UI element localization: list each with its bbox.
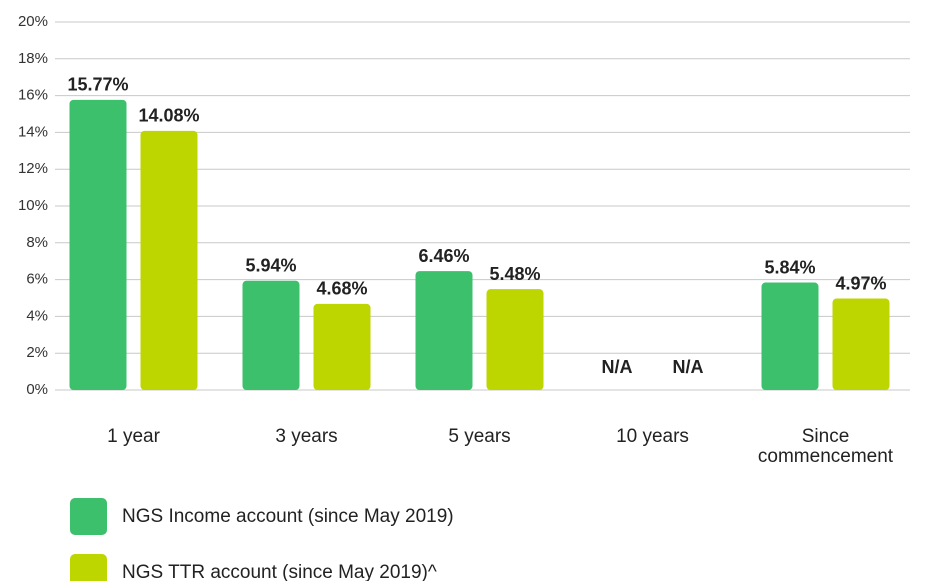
y-tick-label: 8% bbox=[26, 234, 48, 251]
legend-label: NGS Income account (since May 2019) bbox=[122, 506, 454, 527]
x-tick-label: 1 year bbox=[107, 426, 160, 447]
data-label: N/A bbox=[602, 357, 633, 377]
bar bbox=[313, 303, 371, 390]
data-label: 4.97% bbox=[835, 273, 886, 293]
data-label: 4.68% bbox=[316, 279, 367, 299]
y-tick-label: 16% bbox=[18, 87, 48, 104]
data-label: 5.84% bbox=[764, 257, 815, 277]
data-label: 15.77% bbox=[67, 75, 128, 95]
legend-swatch bbox=[70, 498, 107, 535]
bar bbox=[761, 282, 819, 390]
legend-swatch bbox=[70, 554, 107, 581]
bar bbox=[242, 280, 300, 390]
y-tick-label: 10% bbox=[18, 197, 48, 214]
y-tick-label: 18% bbox=[18, 50, 48, 67]
data-label: 6.46% bbox=[418, 246, 469, 266]
bar bbox=[486, 289, 544, 390]
x-tick-label: 5 years bbox=[448, 426, 511, 447]
bar bbox=[69, 99, 127, 390]
x-tick-label: 10 years bbox=[616, 426, 689, 447]
bar bbox=[415, 271, 473, 390]
x-tick-label: Since commencement bbox=[757, 426, 894, 467]
y-tick-label: 6% bbox=[26, 271, 48, 288]
y-tick-label: 2% bbox=[26, 344, 48, 361]
x-tick-label: 3 years bbox=[275, 426, 338, 447]
y-tick-label: 12% bbox=[18, 160, 48, 177]
data-label: N/A bbox=[673, 357, 704, 377]
data-label: 5.48% bbox=[489, 264, 540, 284]
y-tick-label: 4% bbox=[26, 307, 48, 324]
data-label: 5.94% bbox=[245, 255, 296, 275]
data-label: 14.08% bbox=[138, 106, 199, 126]
legend-label: NGS TTR account (since May 2019)^ bbox=[122, 562, 437, 581]
y-tick-label: 20% bbox=[18, 13, 48, 30]
bar bbox=[140, 130, 198, 391]
y-tick-label: 14% bbox=[18, 123, 48, 140]
bar bbox=[832, 298, 890, 390]
y-tick-label: 0% bbox=[26, 381, 48, 398]
